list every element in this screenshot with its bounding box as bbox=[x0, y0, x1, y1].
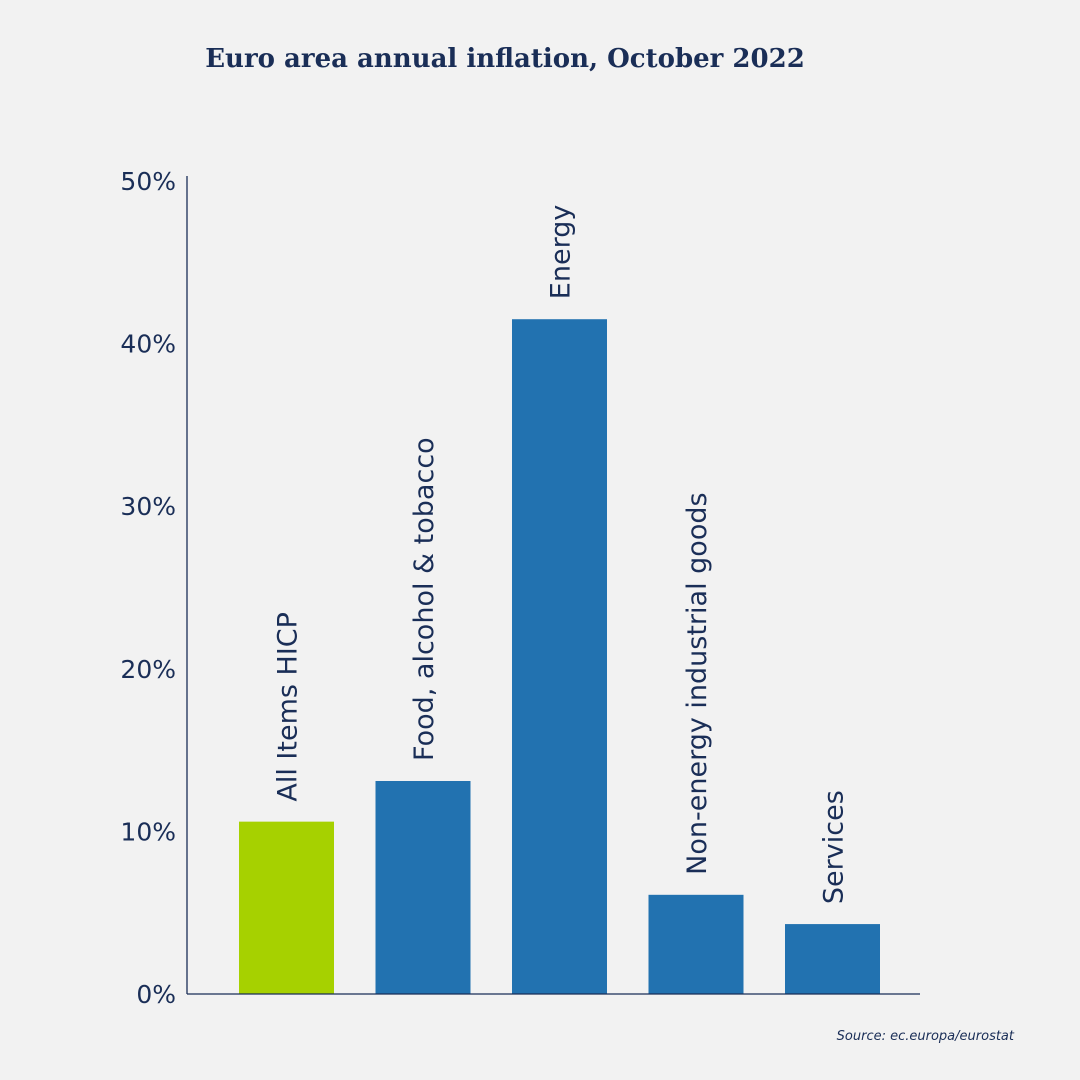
y-tick-label: 40% bbox=[120, 330, 176, 359]
y-axis-ticks: 0% 10% 20% 30% 40% 50% bbox=[120, 167, 176, 1009]
y-tick-label: 50% bbox=[120, 167, 176, 196]
category-label: Food, alcohol & tobacco bbox=[409, 437, 440, 761]
y-tick-label: 0% bbox=[136, 980, 176, 1009]
y-tick-label: 30% bbox=[120, 492, 176, 521]
bars bbox=[239, 319, 880, 995]
y-tick-label: 20% bbox=[120, 655, 176, 684]
category-labels: All Items HICP Food, alcohol & tobacco Ene… bbox=[273, 205, 850, 904]
chart-title: Euro area annual inflation, October 2022 bbox=[205, 44, 805, 74]
bar bbox=[512, 319, 607, 995]
category-label: All Items HICP bbox=[273, 612, 304, 802]
category-label: Services bbox=[819, 790, 850, 904]
bar bbox=[375, 780, 471, 994]
bar bbox=[785, 924, 880, 994]
bar bbox=[648, 894, 744, 994]
bar bbox=[239, 821, 334, 994]
source-note: Source: ec.europa/eurostat bbox=[836, 1029, 1014, 1044]
y-tick-label: 10% bbox=[120, 817, 176, 846]
category-label: Energy bbox=[546, 205, 577, 300]
category-label: Non-energy industrial goods bbox=[682, 492, 713, 874]
